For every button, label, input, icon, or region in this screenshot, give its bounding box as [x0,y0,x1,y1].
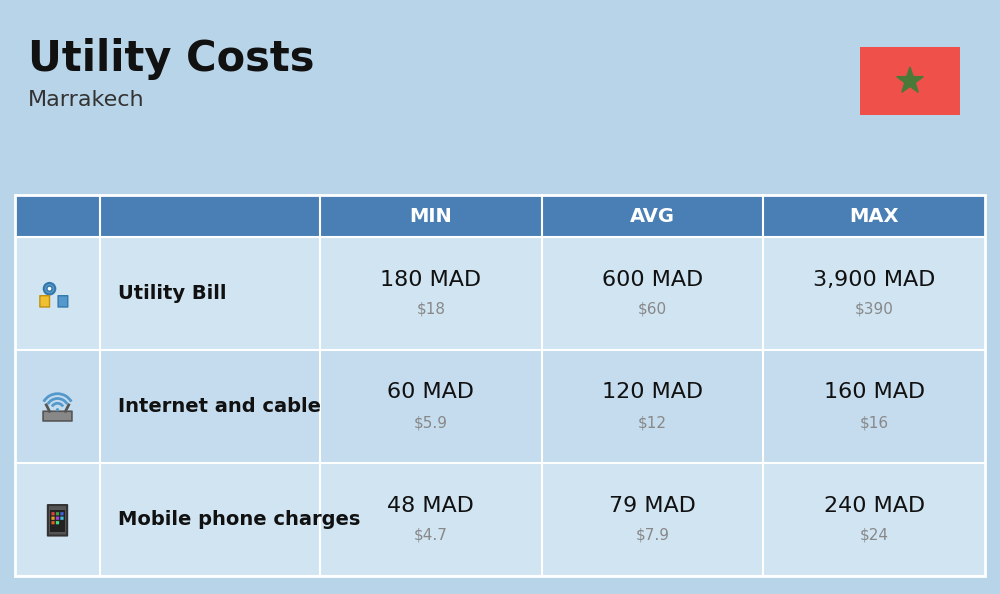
FancyBboxPatch shape [60,517,64,520]
FancyBboxPatch shape [50,510,65,532]
Text: $390: $390 [855,302,894,317]
FancyBboxPatch shape [15,463,985,576]
Text: $12: $12 [638,415,667,430]
Text: $18: $18 [416,302,445,317]
Text: $60: $60 [638,302,667,317]
Text: 60 MAD: 60 MAD [387,383,474,403]
Text: 48 MAD: 48 MAD [387,495,474,516]
FancyBboxPatch shape [43,411,72,421]
Text: $16: $16 [860,415,889,430]
FancyBboxPatch shape [51,517,55,520]
Text: 600 MAD: 600 MAD [602,270,703,289]
FancyBboxPatch shape [860,47,960,115]
Text: 180 MAD: 180 MAD [380,270,481,289]
FancyBboxPatch shape [56,521,59,525]
Circle shape [47,286,52,291]
Circle shape [56,408,59,411]
Text: $24: $24 [860,528,889,543]
FancyBboxPatch shape [51,512,55,516]
Polygon shape [897,67,923,92]
Text: $7.9: $7.9 [636,528,670,543]
FancyBboxPatch shape [58,296,68,307]
Circle shape [44,283,55,295]
Text: Utility Costs: Utility Costs [28,38,314,80]
Text: $4.7: $4.7 [414,528,448,543]
Text: 79 MAD: 79 MAD [609,495,696,516]
FancyBboxPatch shape [51,521,55,525]
Text: AVG: AVG [630,207,675,226]
FancyBboxPatch shape [15,350,985,463]
Text: MIN: MIN [409,207,452,226]
FancyBboxPatch shape [56,517,59,520]
Text: 3,900 MAD: 3,900 MAD [813,270,935,289]
Text: Internet and cable: Internet and cable [118,397,321,416]
Text: $5.9: $5.9 [414,415,448,430]
Text: 160 MAD: 160 MAD [824,383,925,403]
FancyBboxPatch shape [48,505,67,536]
FancyBboxPatch shape [56,512,59,516]
Text: Utility Bill: Utility Bill [118,284,226,303]
Text: Mobile phone charges: Mobile phone charges [118,510,360,529]
FancyBboxPatch shape [15,237,985,350]
Text: 240 MAD: 240 MAD [824,495,925,516]
Text: Marrakech: Marrakech [28,90,145,110]
FancyBboxPatch shape [40,296,50,307]
FancyBboxPatch shape [15,195,985,237]
Text: 120 MAD: 120 MAD [602,383,703,403]
Text: MAX: MAX [849,207,899,226]
FancyBboxPatch shape [60,512,64,516]
